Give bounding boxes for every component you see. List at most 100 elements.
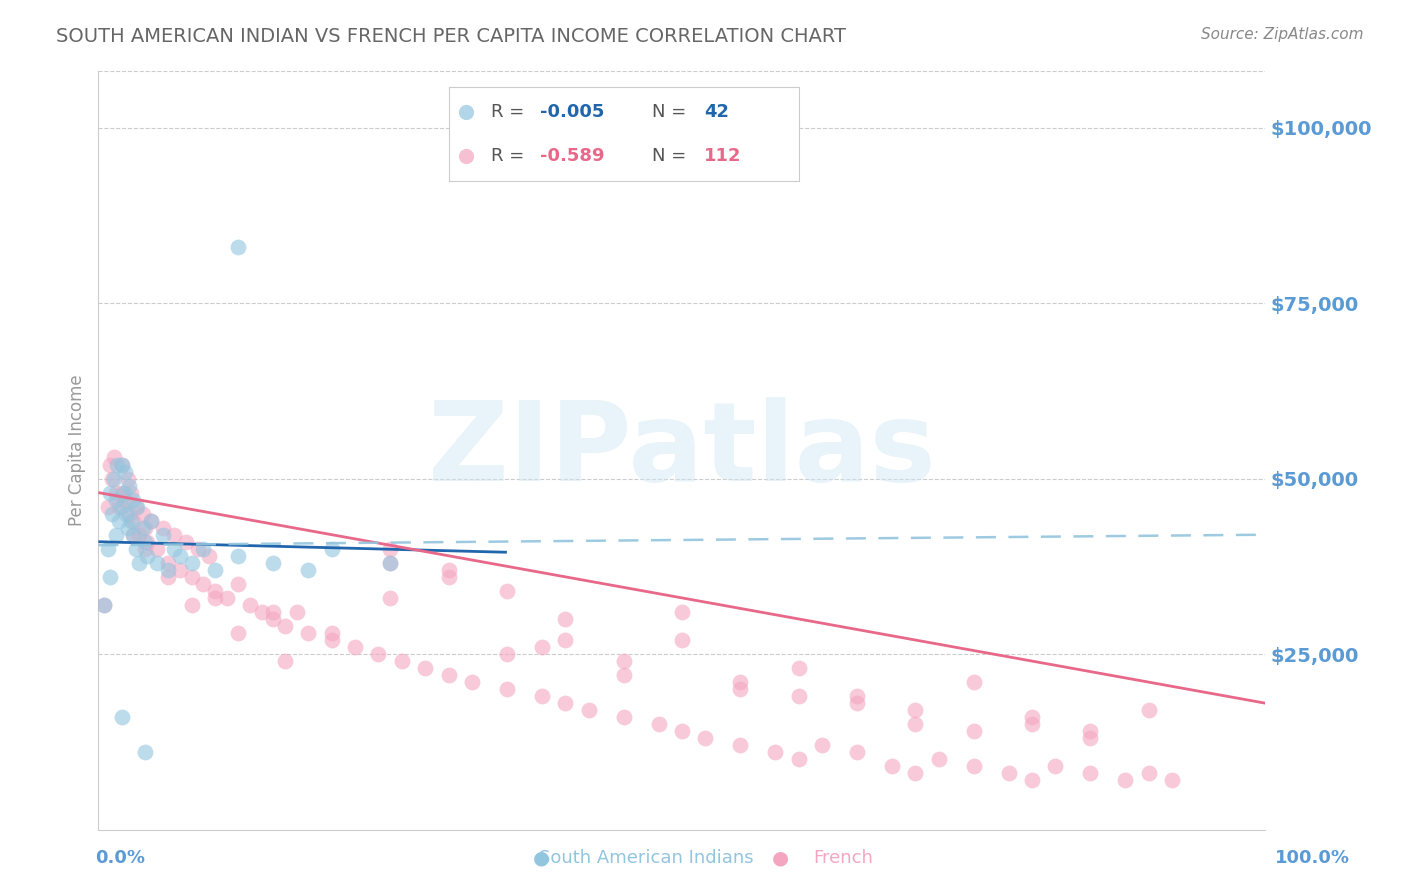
Point: [1114, 773, 1136, 788]
Point: [730, 682, 752, 697]
Point: [104, 527, 127, 541]
Point: [554, 633, 576, 648]
Point: [134, 521, 156, 535]
Point: [103, 471, 125, 485]
Point: [98, 485, 121, 500]
Point: [146, 541, 169, 556]
Point: [163, 527, 186, 541]
Point: [97, 541, 120, 556]
Point: [1021, 710, 1043, 724]
Point: [787, 661, 810, 675]
Point: [671, 605, 693, 619]
Point: [321, 541, 343, 556]
Point: [730, 675, 752, 690]
Point: [647, 717, 669, 731]
Text: ●: ●: [772, 848, 789, 868]
Text: South American Indians: South American Indians: [540, 849, 754, 867]
Point: [962, 759, 984, 773]
Point: [118, 507, 141, 521]
Point: [111, 500, 134, 514]
Point: [103, 450, 125, 465]
Point: [613, 668, 636, 682]
Point: [108, 500, 131, 514]
Point: [93, 598, 115, 612]
Point: [136, 549, 159, 563]
Point: [846, 689, 869, 703]
Point: [193, 541, 215, 556]
Point: [367, 647, 389, 661]
Point: [1021, 717, 1043, 731]
Point: [134, 745, 156, 759]
Point: [157, 563, 180, 577]
Point: [120, 514, 142, 528]
Point: [120, 485, 142, 500]
Point: [962, 675, 984, 690]
Point: [763, 745, 786, 759]
Point: [125, 500, 148, 514]
Point: [904, 717, 927, 731]
Point: [128, 527, 150, 541]
Point: [105, 458, 128, 472]
Point: [139, 514, 162, 528]
Point: [125, 500, 148, 514]
Point: [139, 514, 162, 528]
Point: [285, 605, 308, 619]
Point: [380, 591, 402, 605]
Point: [530, 640, 553, 654]
Point: [98, 570, 121, 584]
Point: [228, 549, 250, 563]
Point: [152, 527, 174, 541]
Point: [613, 654, 636, 668]
Point: [117, 471, 139, 485]
Point: [122, 492, 145, 507]
Point: [846, 696, 869, 710]
Point: [1021, 773, 1043, 788]
Point: [228, 240, 250, 254]
Point: [787, 752, 810, 766]
Point: [321, 626, 343, 640]
Point: [122, 514, 145, 528]
Point: [204, 563, 226, 577]
Y-axis label: Per Capita Income: Per Capita Income: [67, 375, 86, 526]
Point: [1080, 724, 1102, 739]
Point: [530, 689, 553, 703]
Point: [880, 759, 903, 773]
Point: [1080, 731, 1102, 746]
Point: [787, 689, 810, 703]
Point: [132, 521, 155, 535]
Point: [180, 556, 202, 570]
Point: [117, 521, 139, 535]
Point: [104, 485, 127, 500]
Point: [578, 703, 600, 717]
Point: [101, 507, 124, 521]
Text: French: French: [814, 849, 873, 867]
Point: [204, 583, 226, 598]
Point: [437, 570, 460, 584]
Point: [114, 465, 136, 479]
Point: [104, 492, 127, 507]
Point: [97, 500, 120, 514]
Point: [98, 458, 121, 472]
Point: [111, 710, 134, 724]
Point: [811, 739, 834, 753]
Point: [134, 541, 156, 556]
Point: [391, 654, 413, 668]
Point: [115, 507, 138, 521]
Point: [93, 598, 115, 612]
Point: [204, 591, 226, 605]
Point: [128, 556, 150, 570]
Point: [380, 556, 402, 570]
Point: [118, 478, 141, 492]
Point: [163, 541, 186, 556]
Text: ZIPatlas: ZIPatlas: [427, 397, 936, 504]
Point: [496, 647, 519, 661]
Point: [928, 752, 950, 766]
Point: [297, 563, 319, 577]
Point: [962, 724, 984, 739]
Point: [695, 731, 717, 746]
Point: [321, 633, 343, 648]
Point: [101, 471, 124, 485]
Point: [134, 534, 156, 549]
Point: [671, 724, 693, 739]
Text: 0.0%: 0.0%: [96, 849, 146, 867]
